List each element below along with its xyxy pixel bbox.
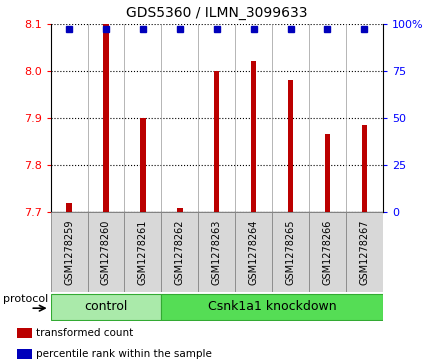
Text: GSM1278260: GSM1278260 xyxy=(101,220,111,285)
Bar xyxy=(103,24,109,212)
Text: protocol: protocol xyxy=(3,294,48,305)
Bar xyxy=(177,208,183,212)
Bar xyxy=(325,135,330,212)
Bar xyxy=(17,349,32,359)
Text: percentile rank within the sample: percentile rank within the sample xyxy=(36,349,212,359)
Bar xyxy=(51,212,88,292)
Bar xyxy=(161,294,383,320)
Bar xyxy=(140,118,146,212)
Bar xyxy=(66,203,72,212)
Bar xyxy=(362,125,367,212)
Bar xyxy=(235,212,272,292)
Bar xyxy=(214,71,220,212)
Text: GSM1278262: GSM1278262 xyxy=(175,220,185,285)
Text: GSM1278264: GSM1278264 xyxy=(249,220,259,285)
Text: GSM1278265: GSM1278265 xyxy=(286,220,296,285)
Bar xyxy=(309,212,346,292)
Text: GSM1278261: GSM1278261 xyxy=(138,220,148,285)
Text: GSM1278259: GSM1278259 xyxy=(64,220,74,285)
Bar xyxy=(125,212,161,292)
Text: control: control xyxy=(84,299,128,313)
Text: transformed count: transformed count xyxy=(36,328,133,338)
Bar xyxy=(161,212,198,292)
Bar xyxy=(17,328,32,338)
Bar xyxy=(272,212,309,292)
Bar xyxy=(288,80,293,212)
Bar xyxy=(88,212,125,292)
Bar xyxy=(198,212,235,292)
Bar xyxy=(51,294,161,320)
Text: GSM1278267: GSM1278267 xyxy=(359,220,369,285)
Text: GSM1278266: GSM1278266 xyxy=(323,220,333,285)
Bar xyxy=(346,212,383,292)
Title: GDS5360 / ILMN_3099633: GDS5360 / ILMN_3099633 xyxy=(126,6,308,20)
Text: GSM1278263: GSM1278263 xyxy=(212,220,222,285)
Bar xyxy=(251,61,257,212)
Text: Csnk1a1 knockdown: Csnk1a1 knockdown xyxy=(208,299,336,313)
